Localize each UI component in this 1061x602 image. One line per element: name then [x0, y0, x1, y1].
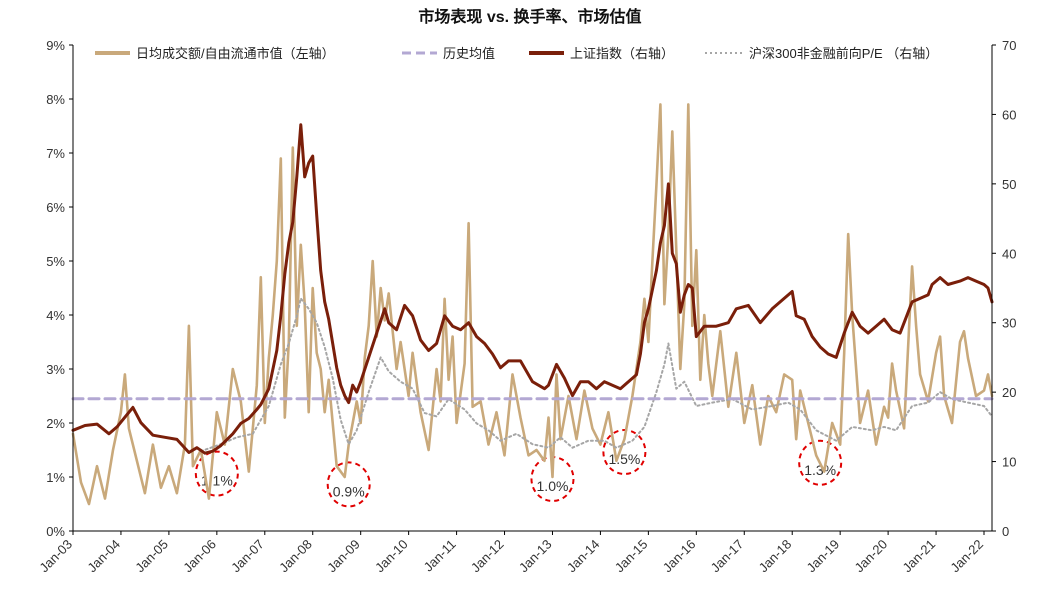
x-tick-label-6: Jan-09 — [324, 537, 363, 576]
x-tick-label-13: Jan-16 — [660, 537, 699, 576]
x-tick-label-10: Jan-13 — [516, 537, 555, 576]
legend-label-1: 历史均值 — [443, 46, 495, 61]
legend-label-2: 上证指数（右轴） — [570, 46, 674, 61]
left-tick-label-3: 3% — [46, 362, 65, 377]
right-tick-label-1: 10 — [1002, 455, 1016, 470]
left-tick-label-0: 0% — [46, 524, 65, 539]
x-tick-label-3: Jan-06 — [180, 537, 219, 576]
x-tick-label-12: Jan-15 — [612, 537, 651, 576]
chart-title: 市场表现 vs. 换手率、市场估值 — [418, 7, 641, 26]
series-line-0 — [71, 103, 994, 506]
x-tick-label-15: Jan-18 — [756, 537, 795, 576]
x-tick-label-17: Jan-20 — [852, 537, 891, 576]
left-tick-label-2: 2% — [46, 416, 65, 431]
x-tick-label-1: Jan-04 — [84, 537, 123, 576]
x-tick-label-8: Jan-11 — [421, 537, 459, 575]
left-tick-label-5: 5% — [46, 254, 65, 269]
x-tick-label-2: Jan-05 — [132, 537, 171, 576]
x-tick-label-0: Jan-03 — [36, 537, 75, 576]
x-tick-label-7: Jan-10 — [372, 537, 411, 576]
right-tick-label-4: 40 — [1002, 246, 1016, 261]
annotation-label-3: 1.5% — [608, 451, 640, 467]
left-tick-label-9: 9% — [46, 38, 65, 53]
right-tick-label-2: 20 — [1002, 385, 1016, 400]
annotation-circle-1 — [326, 461, 371, 508]
annotation-label-0: 1.1% — [201, 473, 233, 489]
right-tick-label-5: 50 — [1002, 177, 1016, 192]
series-line-2 — [71, 123, 994, 455]
annotation-circle-3 — [602, 429, 647, 475]
right-tick-label-0: 0 — [1002, 524, 1009, 539]
annotation-label-1: 0.9% — [333, 483, 365, 499]
annotation-circle-4 — [798, 439, 843, 486]
annotation-label-4: 1.3% — [804, 462, 836, 478]
left-tick-label-7: 7% — [46, 146, 65, 161]
left-tick-label-1: 1% — [46, 470, 65, 485]
annotation-circle-0 — [194, 450, 239, 497]
legend-label-0: 日均成交额/自由流通市值（左轴） — [136, 46, 335, 61]
annotation-layer: 1.1% 0.9% 1.0% 1.5% 1.3% — [194, 429, 843, 508]
left-tick-label-4: 4% — [46, 308, 65, 323]
annotation-label-2: 1.0% — [537, 478, 569, 494]
legend: 日均成交额/自由流通市值（左轴） 历史均值 上证指数（右轴） 沪深300非金融前向P/… — [95, 46, 938, 61]
x-tick-label-9: Jan-12 — [468, 537, 507, 576]
left-tick-label-6: 6% — [46, 200, 65, 215]
x-tick-label-16: Jan-19 — [804, 537, 843, 576]
series-line-3 — [199, 297, 993, 453]
x-tick-label-19: Jan-22 — [947, 537, 986, 576]
x-tick-label-18: Jan-21 — [899, 537, 938, 576]
left-tick-label-8: 8% — [46, 92, 65, 107]
x-tick-label-14: Jan-17 — [708, 537, 747, 576]
legend-label-3: 沪深300非金融前向P/E （右轴） — [749, 46, 938, 61]
axes: 0% 1% 2% 3% 4% 5% 6% 7% 8% 9% 0 10 20 30 40 50 60 70 Jan-0… — [36, 38, 1016, 575]
plot-area — [71, 103, 994, 506]
x-tick-label-4: Jan-07 — [228, 537, 267, 576]
x-tick-label-5: Jan-08 — [276, 537, 315, 576]
right-tick-label-3: 30 — [1002, 316, 1016, 331]
right-tick-label-6: 60 — [1002, 107, 1016, 122]
x-tick-label-11: Jan-14 — [564, 537, 603, 576]
right-tick-label-7: 70 — [1002, 38, 1016, 53]
